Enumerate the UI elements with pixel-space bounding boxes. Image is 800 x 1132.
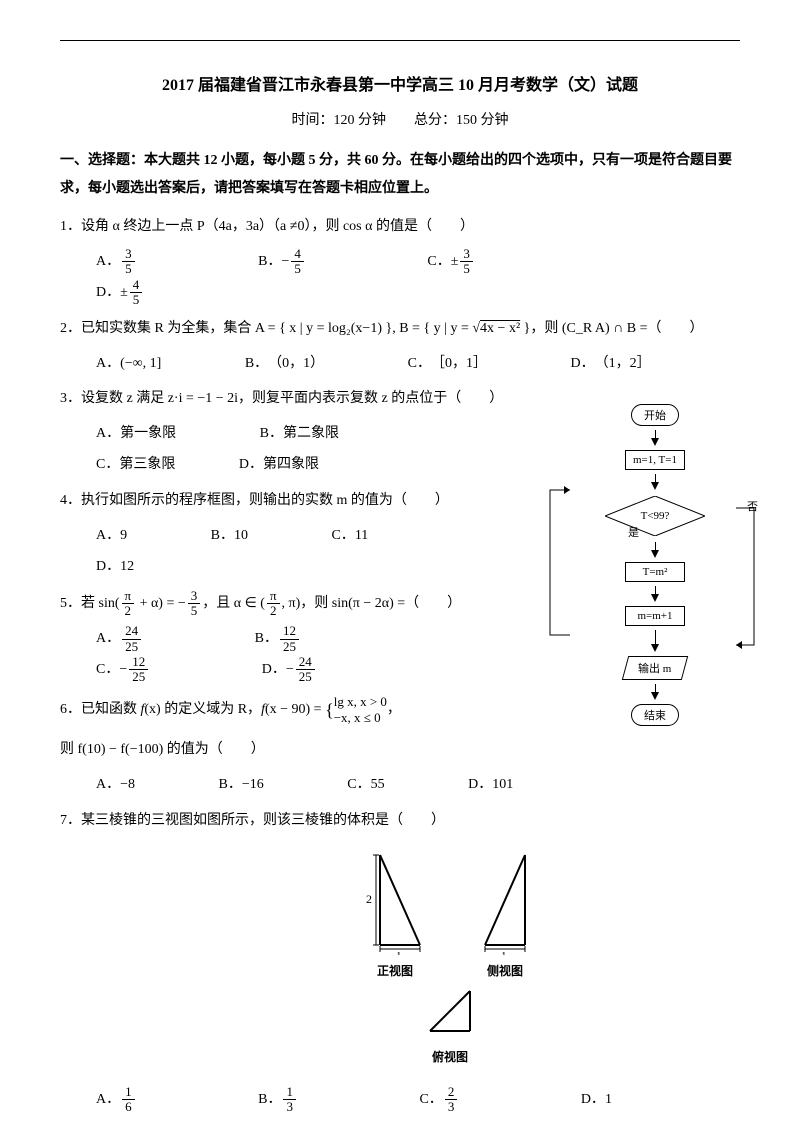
q3-opt-b: B．第二象限 [260, 419, 379, 450]
page-title: 2017 届福建省晋江市永春县第一中学高三 10 月月考数学（文）试题 [60, 71, 740, 95]
page-subtitle: 时间：120 分钟 总分：150 分钟 [60, 109, 740, 129]
q7-opt-a: A．16 [96, 1085, 215, 1116]
width-label-side: 1 [501, 950, 507, 955]
three-views-diagram: 2 1 正视图 1 侧视图 [320, 845, 580, 1065]
q7-stem: 7．某三棱锥的三视图如图所示，则该三棱锥的体积是（ ） [60, 807, 740, 835]
q4-opt-b: B．10 [211, 521, 288, 552]
q4-opt-c: C．11 [331, 521, 408, 552]
q1-options: A．35 B．−45 C．±35 D．±45 [60, 247, 740, 309]
q6-line2: 则 f(10) − f(−100) 的值为（ ） [60, 736, 740, 764]
q2-opt-b: B．（0，1） [245, 349, 364, 380]
q2-stem: 2．已知实数集 R 为全集，集合 A = { x | y = log₂(x−1)… [60, 315, 740, 343]
q3-stem: 3．设复数 z 满足 z·i = −1 − 2i，则复平面内表示复数 z 的点位… [60, 385, 500, 413]
q4-options: A．9 B．10 C．11 D．12 [60, 521, 500, 583]
q6-piece1: lg x, x > 0 [334, 694, 387, 710]
q5-opt-c: C．−1225 [96, 655, 228, 686]
q1-opt-d: D．±45 [96, 278, 222, 309]
q7-options: A．16 B．13 C．23 D．1 [60, 1085, 740, 1116]
top-caption: 俯视图 [415, 1048, 485, 1065]
front-caption: 正视图 [360, 962, 430, 979]
q2-opt-d: D．（1，2］ [571, 349, 691, 380]
q7-opt-d: D．1 [581, 1085, 652, 1116]
q5-opt-a: A．2425 [96, 624, 221, 655]
q1-opt-a: A．35 [96, 247, 215, 278]
flowchart-end: 结束 [631, 704, 679, 726]
q2-opt-a: A．(−∞, 1] [96, 349, 201, 380]
height-label: 2 [366, 892, 372, 906]
q6-opt-c: C．55 [347, 770, 424, 801]
q3-opt-c: C．第三象限 [96, 450, 215, 481]
q2-options: A．(−∞, 1] B．（0，1） C．［0，1］ D．（1，2］ [60, 349, 740, 380]
flowchart-yes-label: 是 [628, 524, 639, 540]
side-view: 1 侧视图 [470, 845, 540, 979]
width-label-front: 1 [396, 950, 402, 955]
q6-opt-b: B．−16 [219, 770, 304, 801]
q6-options: A．−8 B．−16 C．55 D．101 [60, 770, 740, 801]
q5-options: A．2425 B．1225 C．−1225 D．−2425 [60, 624, 500, 686]
q7-opt-c: C．23 [419, 1085, 537, 1116]
flowchart-step1: T=m² [625, 562, 685, 582]
header-rule [60, 40, 740, 41]
q4-stem: 4．执行如图所示的程序框图，则输出的实数 m 的值为（ ） [60, 487, 500, 515]
q2-opt-c: C．［0，1］ [408, 349, 527, 380]
q2-stem-pre: 2．已知实数集 R 为全集，集合 A = { x | y = log₂(x−1)… [60, 321, 472, 336]
flowchart-no-line [736, 500, 758, 655]
flowchart-output: 输出 m [622, 656, 688, 680]
q3-opt-d: D．第四象限 [239, 450, 359, 481]
q2-stem-post: }，则 (C_R A) ∩ B =（ ） [520, 321, 703, 336]
q3-opt-a: A．第一象限 [96, 419, 216, 450]
flowchart-diagram: 开始 m=1, T=1 T<99? 否 是 T=m² m=m+1 输出 m 结束 [570, 400, 740, 730]
q1-stem: 1．设角 α 终边上一点 P（4a，3a）（a ≠0），则 cos α 的值是（… [60, 213, 740, 241]
top-view: 俯视图 [415, 981, 485, 1065]
flowchart-loop-line [550, 480, 580, 640]
flowchart-step2: m=m+1 [625, 606, 685, 626]
q6-stem: 6．已知函数 f(x) 的定义域为 R，f(x − 90) = { lg x, … [60, 692, 500, 728]
q6-opt-a: A．−8 [96, 770, 175, 801]
q6-piece2: −x, x ≤ 0 [334, 710, 387, 726]
q4-opt-d: D．12 [96, 552, 174, 583]
side-caption: 侧视图 [470, 962, 540, 979]
q5-stem: 5．若 sin(π2 + α) = −35，且 α ∈ (π2, π)，则 si… [60, 589, 500, 619]
flowchart-cond: T<99? [605, 496, 705, 536]
front-view: 2 1 正视图 [360, 845, 430, 979]
q2-sqrt: 4x − x² [480, 321, 520, 336]
q3-options: A．第一象限 B．第二象限 C．第三象限 D．第四象限 [60, 419, 500, 481]
flowchart-start: 开始 [631, 404, 679, 426]
flowchart-init: m=1, T=1 [625, 450, 685, 470]
q5-opt-d: D．−2425 [262, 655, 395, 686]
section-1-heading: 一、选择题：本大题共 12 小题，每小题 5 分，共 60 分。在每小题给出的四… [60, 147, 740, 203]
q7-opt-b: B．13 [258, 1085, 376, 1116]
q6-opt-d: D．101 [468, 770, 553, 801]
q4-opt-a: A．9 [96, 521, 167, 552]
q5-opt-b: B．1225 [255, 624, 379, 655]
q1-opt-b: B．−45 [258, 247, 384, 278]
q1-opt-c: C．±35 [427, 247, 553, 278]
